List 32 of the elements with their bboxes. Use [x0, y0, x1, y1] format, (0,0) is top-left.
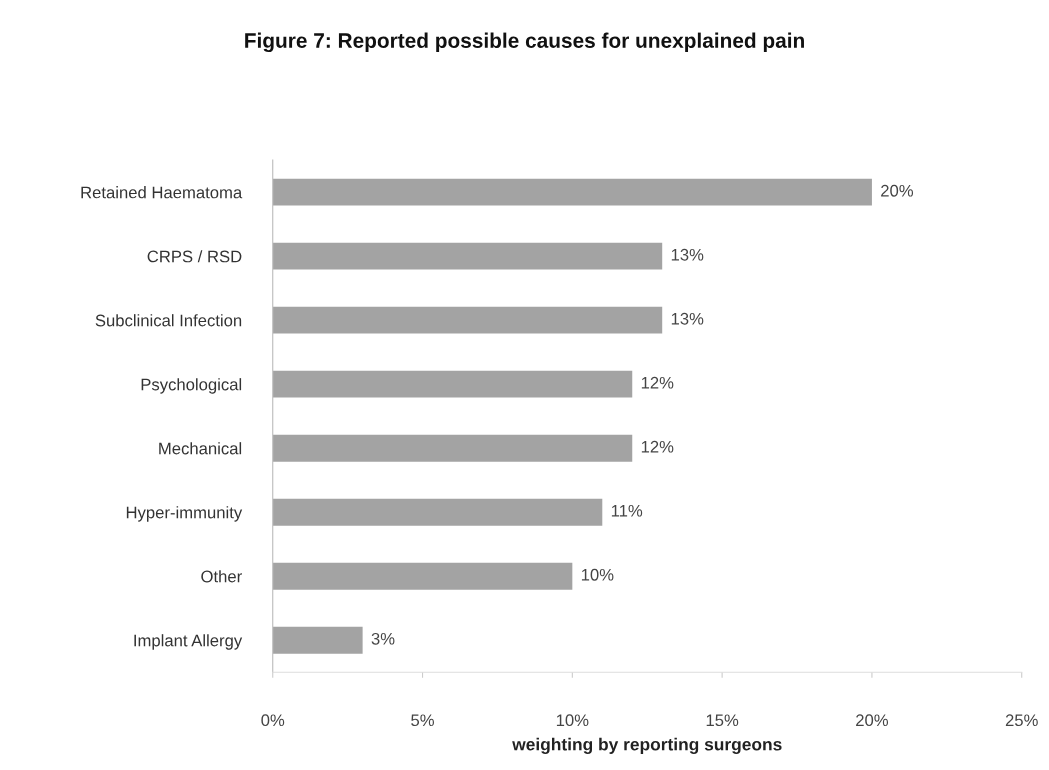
- bar: [272, 434, 633, 462]
- bar: [272, 242, 663, 270]
- x-axis-title: weighting by reporting surgeons: [512, 737, 782, 755]
- x-tick-label: 5%: [411, 714, 434, 727]
- data-label: 12%: [641, 376, 674, 389]
- y-tick-label: Other: [201, 570, 242, 583]
- bar: [272, 370, 633, 398]
- y-tick-label: Implant Allergy: [134, 634, 243, 650]
- data-label: 11%: [611, 504, 643, 517]
- y-tick-label: Subclinical Infection: [95, 314, 242, 327]
- bar: [272, 562, 573, 590]
- bar: [272, 498, 603, 526]
- data-label: 3%: [371, 632, 395, 645]
- y-tick-label: Psychological: [141, 378, 242, 394]
- x-tick-label: 10%: [556, 714, 589, 727]
- chart-title: Figure 7: Reported possible causes for unexplained pain: [245, 32, 804, 53]
- data-label: 13%: [671, 248, 704, 261]
- y-tick-label: Retained Haematoma: [81, 186, 243, 199]
- bar: [272, 626, 363, 654]
- data-label: 10%: [581, 568, 614, 581]
- data-label: 13%: [671, 312, 704, 325]
- x-tick-label: 20%: [856, 714, 889, 727]
- y-tick-label: Mechanical: [159, 442, 242, 455]
- x-tick-label: 0%: [261, 714, 285, 727]
- data-label: 20%: [881, 184, 914, 197]
- x-tick-label: 25%: [1005, 714, 1038, 727]
- y-tick-label: Hyper-immunity: [126, 506, 243, 522]
- bar: [272, 306, 663, 334]
- x-tick-label: 15%: [706, 714, 739, 727]
- y-tick-label: CRPS / RSD: [147, 250, 242, 263]
- bar: [272, 178, 872, 206]
- data-label: 12%: [641, 440, 674, 453]
